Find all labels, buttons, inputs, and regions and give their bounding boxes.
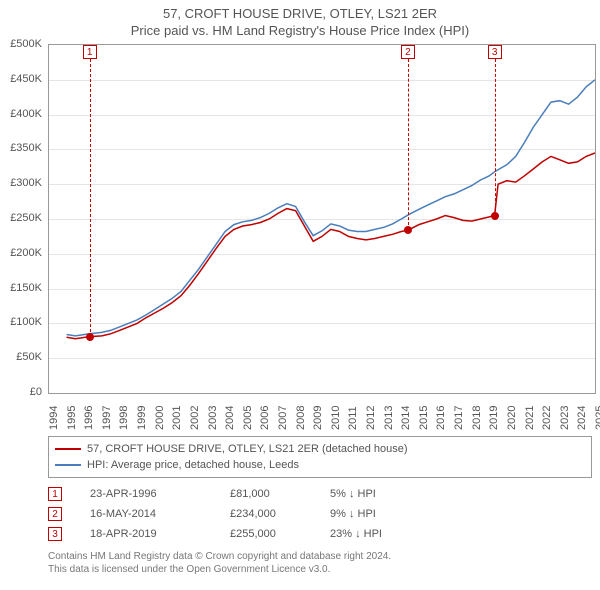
y-tick-label: £300K — [10, 177, 42, 189]
event-date: 16-MAY-2014 — [90, 508, 230, 520]
chart-title: 57, CROFT HOUSE DRIVE, OTLEY, LS21 2ER — [0, 0, 600, 21]
marker-line — [408, 59, 409, 230]
x-tick-label: 1999 — [136, 406, 140, 430]
y-tick-label: £50K — [16, 351, 42, 363]
x-tick-label: 2001 — [171, 406, 175, 430]
series-line — [67, 153, 595, 339]
x-tick-label: 1994 — [48, 406, 52, 430]
marker-number-box: 1 — [83, 45, 97, 59]
marker-number-box: 3 — [488, 45, 502, 59]
y-tick-label: £500K — [10, 38, 42, 50]
marker-line — [90, 59, 91, 337]
legend-swatch — [55, 464, 81, 466]
marker-dot — [404, 226, 412, 234]
x-tick-label: 1995 — [66, 406, 70, 430]
event-price: £81,000 — [230, 488, 330, 500]
y-tick-label: £350K — [10, 142, 42, 154]
x-tick-label: 2000 — [154, 406, 158, 430]
x-tick-label: 2011 — [347, 406, 351, 430]
x-tick-label: 2015 — [418, 406, 422, 430]
plot-area: 1 2 3 — [48, 44, 596, 394]
y-tick-label: £100K — [10, 316, 42, 328]
event-diff: 23% ↓ HPI — [330, 528, 410, 540]
chart-container: 57, CROFT HOUSE DRIVE, OTLEY, LS21 2ER P… — [0, 0, 600, 590]
legend-label: HPI: Average price, detached house, Leed… — [87, 459, 299, 471]
marker-dot — [86, 333, 94, 341]
footer-attribution: Contains HM Land Registry data © Crown c… — [48, 550, 600, 576]
event-number-box: 2 — [48, 507, 62, 521]
x-tick-label: 2025 — [594, 406, 598, 430]
y-tick-label: £250K — [10, 212, 42, 224]
event-number-box: 3 — [48, 527, 62, 541]
x-tick-label: 2020 — [506, 406, 510, 430]
x-tick-label: 2017 — [453, 406, 457, 430]
x-tick-label: 2012 — [365, 406, 369, 430]
legend-swatch — [55, 448, 81, 450]
x-tick-label: 1998 — [118, 406, 122, 430]
x-tick-label: 2003 — [207, 406, 211, 430]
x-tick-label: 2002 — [189, 406, 193, 430]
y-tick-label: £200K — [10, 247, 42, 259]
x-tick-label: 2006 — [259, 406, 263, 430]
event-diff: 5% ↓ HPI — [330, 488, 410, 500]
x-tick-label: 2016 — [435, 406, 439, 430]
y-tick-label: £150K — [10, 282, 42, 294]
y-tick-label: £0 — [30, 386, 42, 398]
x-tick-label: 2009 — [312, 406, 316, 430]
event-diff: 9% ↓ HPI — [330, 508, 410, 520]
x-tick-label: 1996 — [83, 406, 87, 430]
legend-row: 57, CROFT HOUSE DRIVE, OTLEY, LS21 2ER (… — [55, 441, 585, 457]
marker-dot — [491, 212, 499, 220]
chart-subtitle: Price paid vs. HM Land Registry's House … — [0, 21, 600, 42]
y-axis-labels: £0 £50K £100K £150K £200K £250K £300K £350K £400… — [0, 42, 46, 432]
event-date: 18-APR-2019 — [90, 528, 230, 540]
marker-line — [495, 59, 496, 216]
footer-line1: Contains HM Land Registry data © Crown c… — [48, 550, 600, 563]
event-table: 1 23-APR-1996£81,0005% ↓ HPI 2 16-MAY-2014£… — [48, 484, 592, 544]
legend-box: 57, CROFT HOUSE DRIVE, OTLEY, LS21 2ER (… — [48, 436, 592, 478]
y-tick-label: £450K — [10, 73, 42, 85]
x-tick-label: 1997 — [101, 406, 105, 430]
x-tick-label: 2010 — [330, 406, 334, 430]
event-price: £234,000 — [230, 508, 330, 520]
x-tick-label: 2005 — [242, 406, 246, 430]
event-row: 3 18-APR-2019£255,00023% ↓ HPI — [48, 524, 592, 544]
legend-row: HPI: Average price, detached house, Leed… — [55, 457, 585, 473]
x-tick-label: 2007 — [277, 406, 281, 430]
x-tick-label: 2023 — [559, 406, 563, 430]
x-tick-label: 2008 — [295, 406, 299, 430]
event-number-box: 1 — [48, 487, 62, 501]
footer-line2: This data is licensed under the Open Gov… — [48, 563, 600, 576]
x-tick-label: 2019 — [488, 406, 492, 430]
chart-area: £0 £50K £100K £150K £200K £250K £300K £350K £400… — [0, 42, 600, 432]
line-svg — [49, 45, 595, 393]
event-date: 23-APR-1996 — [90, 488, 230, 500]
x-tick-label: 2013 — [383, 406, 387, 430]
event-row: 1 23-APR-1996£81,0005% ↓ HPI — [48, 484, 592, 504]
x-tick-label: 2014 — [400, 406, 404, 430]
x-tick-label: 2004 — [224, 406, 228, 430]
x-axis-labels: 1994 1995 1996 1997 1998 1999 2000 2001 2002 2003… — [48, 398, 596, 432]
event-row: 2 16-MAY-2014£234,0009% ↓ HPI — [48, 504, 592, 524]
series-line — [67, 80, 595, 336]
x-tick-label: 2018 — [471, 406, 475, 430]
x-tick-label: 2021 — [524, 406, 528, 430]
legend-label: 57, CROFT HOUSE DRIVE, OTLEY, LS21 2ER (… — [87, 443, 408, 455]
marker-number-box: 2 — [401, 45, 415, 59]
x-tick-label: 2022 — [541, 406, 545, 430]
x-tick-label: 2024 — [576, 406, 580, 430]
event-price: £255,000 — [230, 528, 330, 540]
y-tick-label: £400K — [10, 108, 42, 120]
